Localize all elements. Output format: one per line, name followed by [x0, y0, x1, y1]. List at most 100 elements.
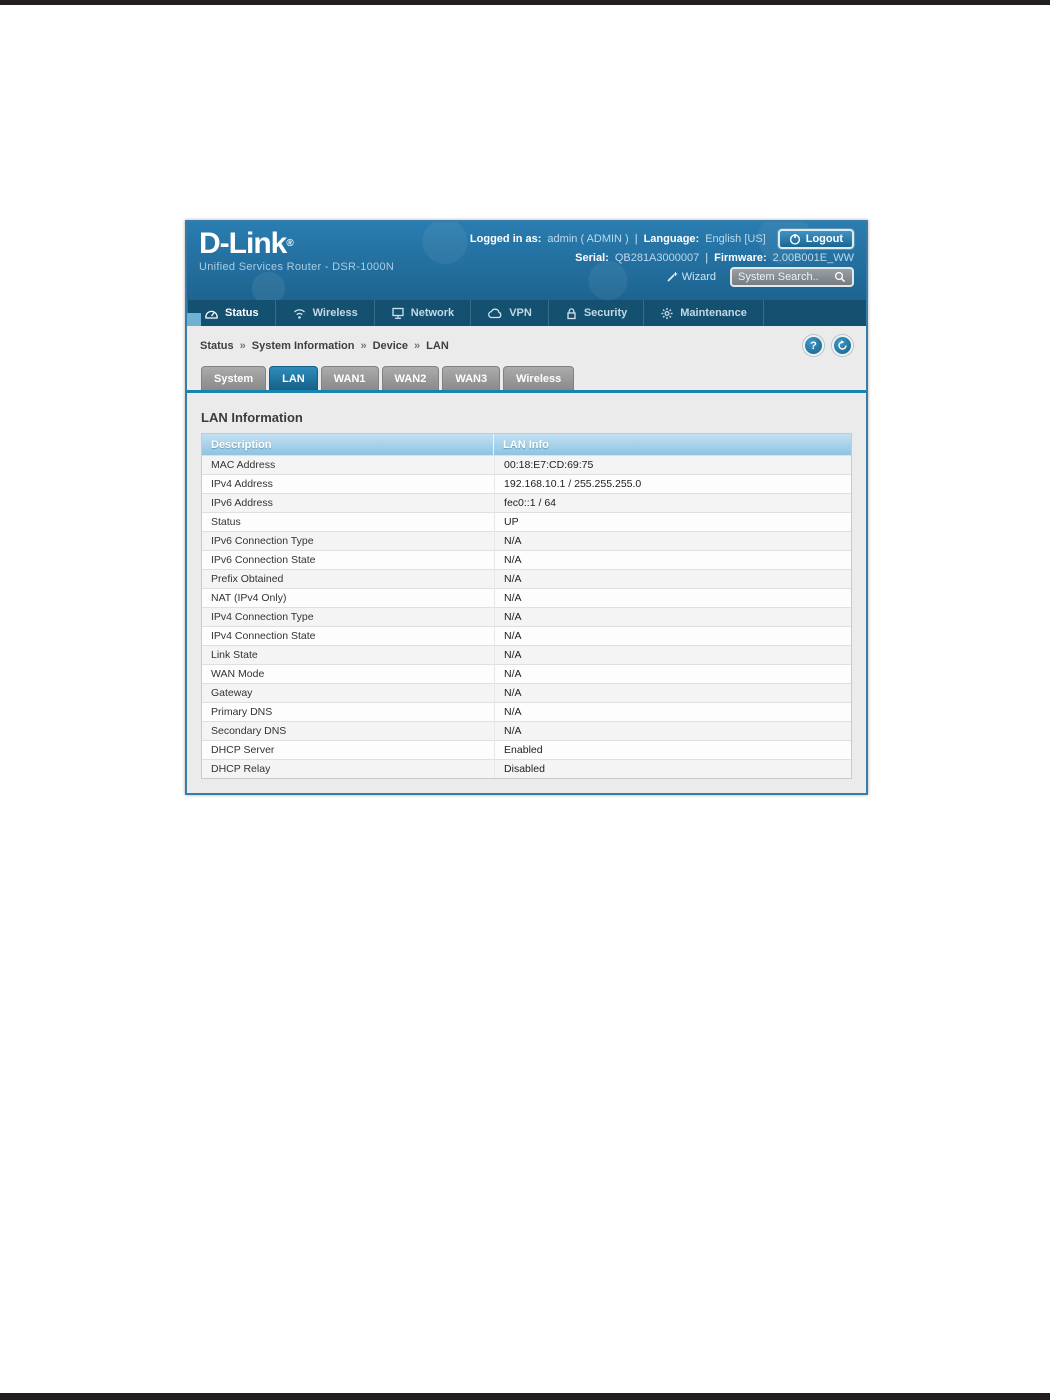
table-row: Link State N/A	[202, 645, 851, 664]
app-header: D-Link® Unified Services Router - DSR-10…	[187, 222, 866, 300]
row-label: IPv6 Connection State	[211, 554, 316, 566]
table-row: IPv4 Address 192.168.10.1 / 255.255.255.0	[202, 474, 851, 493]
gauge-icon	[205, 310, 218, 319]
row-value: N/A	[494, 589, 851, 607]
help-button[interactable]: ?	[803, 335, 824, 356]
tools-line: Wizard	[665, 267, 854, 287]
table-row: Prefix Obtained N/A	[202, 569, 851, 588]
lock-icon	[567, 307, 576, 319]
nav-label: Maintenance	[680, 307, 747, 319]
row-label: Link State	[211, 649, 258, 661]
nav-label: Wireless	[312, 307, 358, 319]
serial-value: QB281A3000007	[614, 252, 700, 264]
wizard-label: Wizard	[681, 271, 716, 283]
tab-underline	[187, 390, 866, 393]
system-search-box[interactable]	[730, 267, 854, 287]
table-row: Primary DNS N/A	[202, 702, 851, 721]
wand-icon	[667, 271, 678, 282]
logged-in-value: admin ( ADMIN )	[547, 233, 629, 245]
language-label: Language:	[643, 233, 700, 245]
tab-system[interactable]: System	[201, 366, 267, 390]
row-label: IPv6 Address	[211, 497, 273, 509]
session-line: Logged in as: admin ( ADMIN ) | Language…	[470, 229, 854, 249]
row-label: DHCP Relay	[211, 763, 271, 775]
row-value: N/A	[494, 684, 851, 702]
nav-item-maintenance[interactable]: Maintenance	[643, 300, 764, 326]
search-input[interactable]	[738, 271, 834, 283]
row-label: DHCP Server	[211, 744, 275, 756]
row-label: Prefix Obtained	[211, 573, 284, 585]
row-value: fec0::1 / 64	[494, 494, 851, 512]
page-top-border	[0, 0, 1050, 5]
page-actions: ?	[803, 335, 853, 356]
breadcrumb-row: Status » System Information » Device » L…	[187, 326, 866, 360]
serial-label: Serial:	[575, 252, 609, 264]
row-value: N/A	[494, 551, 851, 569]
wizard-button[interactable]: Wizard	[665, 271, 716, 284]
column-header-description: Description	[202, 434, 495, 455]
row-value: N/A	[494, 646, 851, 664]
column-header-lan-info: LAN Info	[503, 438, 549, 451]
row-label: IPv4 Address	[211, 478, 273, 490]
table-row: IPv6 Connection State N/A	[202, 550, 851, 569]
help-icon: ?	[810, 339, 817, 352]
power-icon	[789, 234, 800, 245]
breadcrumb-system-information[interactable]: System Information	[251, 339, 355, 352]
row-label: WAN Mode	[211, 668, 265, 680]
logged-in-label: Logged in as:	[469, 233, 542, 245]
row-value: N/A	[494, 608, 851, 626]
header-right: Logged in as: admin ( ADMIN ) | Language…	[470, 229, 854, 300]
table-row: DHCP Server Enabled	[202, 740, 851, 759]
nav-item-wireless[interactable]: Wireless	[274, 300, 374, 326]
page-bottom-border	[0, 1393, 1050, 1400]
breadcrumb-separator: »	[239, 339, 246, 352]
nav-label: Network	[410, 307, 455, 319]
row-value: 192.168.10.1 / 255.255.255.0	[494, 475, 851, 493]
table-row: IPv4 Connection State N/A	[202, 626, 851, 645]
row-value: UP	[494, 513, 851, 531]
row-value: N/A	[494, 665, 851, 683]
row-value: Enabled	[494, 741, 851, 759]
gear-icon	[661, 307, 673, 319]
breadcrumb-lan[interactable]: LAN	[426, 339, 449, 352]
row-label: IPv4 Connection Type	[211, 611, 314, 623]
separator-pipe: |	[634, 233, 638, 245]
refresh-button[interactable]	[832, 335, 853, 356]
firmware-value: 2.00B001E_WW	[772, 252, 854, 264]
breadcrumb-device[interactable]: Device	[372, 339, 409, 352]
row-value: N/A	[494, 570, 851, 588]
breadcrumb-status[interactable]: Status	[200, 339, 234, 352]
tab-wan2[interactable]: WAN2	[381, 366, 440, 390]
tab-wireless[interactable]: Wireless	[503, 366, 575, 390]
tab-wan3[interactable]: WAN3	[442, 366, 501, 390]
logout-button[interactable]: Logout	[777, 229, 854, 249]
page-title: LAN Information	[201, 410, 303, 425]
search-icon[interactable]	[834, 271, 846, 283]
main-nav: Status Wireless Network VPN Security Mai…	[187, 300, 866, 326]
table-header: Description LAN Info	[202, 434, 851, 455]
brand-block: D-Link® Unified Services Router - DSR-10…	[199, 229, 394, 300]
logo-text: D-Link	[199, 227, 287, 260]
nav-item-security[interactable]: Security	[547, 300, 643, 326]
row-label: Secondary DNS	[211, 725, 287, 737]
logout-label: Logout	[805, 233, 843, 245]
nav-label: Security	[583, 307, 628, 319]
row-value: 00:18:E7:CD:69:75	[494, 456, 851, 474]
tab-wan1[interactable]: WAN1	[320, 366, 379, 390]
nav-item-vpn[interactable]: VPN	[470, 300, 548, 326]
separator-pipe: |	[705, 252, 709, 264]
language-value[interactable]: English [US]	[705, 233, 766, 245]
row-value: N/A	[494, 722, 851, 740]
row-label: MAC Address	[211, 459, 276, 471]
table-row: WAN Mode N/A	[202, 664, 851, 683]
nav-left-accent	[187, 313, 201, 326]
nav-item-network[interactable]: Network	[373, 300, 470, 326]
device-info-line: Serial: QB281A3000007 | Firmware: 2.00B0…	[575, 252, 854, 264]
cloud-icon	[488, 308, 502, 318]
row-value: Disabled	[494, 760, 851, 778]
lan-info-table: Description LAN Info MAC Address 00:18:E7…	[201, 433, 852, 779]
tab-lan[interactable]: LAN	[269, 366, 318, 390]
breadcrumb-separator: »	[360, 339, 367, 352]
refresh-icon	[838, 340, 847, 350]
row-label: IPv6 Connection Type	[211, 535, 314, 547]
